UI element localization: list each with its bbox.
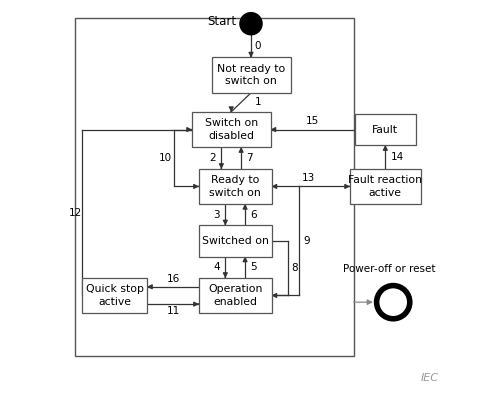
Text: 13: 13	[301, 173, 315, 183]
Text: 6: 6	[250, 210, 257, 220]
Text: 1: 1	[255, 97, 261, 107]
Text: Operation
enabled: Operation enabled	[207, 284, 262, 307]
FancyBboxPatch shape	[198, 278, 271, 313]
FancyBboxPatch shape	[198, 169, 271, 204]
Text: 11: 11	[166, 306, 179, 316]
Text: Switched on: Switched on	[201, 236, 268, 246]
Text: 4: 4	[213, 262, 219, 272]
Text: 15: 15	[306, 116, 319, 126]
Text: 2: 2	[209, 153, 215, 163]
Text: 10: 10	[158, 153, 171, 163]
FancyBboxPatch shape	[82, 278, 147, 313]
Text: Start: Start	[206, 15, 235, 28]
Text: Fault reaction
active: Fault reaction active	[348, 175, 421, 198]
Text: IEC: IEC	[420, 373, 438, 383]
Text: 7: 7	[246, 153, 253, 163]
Text: 8: 8	[291, 263, 298, 273]
Text: Power-off or reset: Power-off or reset	[342, 264, 435, 274]
Text: 12: 12	[69, 207, 82, 218]
Text: 14: 14	[390, 152, 403, 162]
Text: 9: 9	[303, 236, 309, 246]
Text: 16: 16	[166, 274, 179, 284]
Text: Switch on
disabled: Switch on disabled	[204, 118, 258, 141]
Text: Fault: Fault	[372, 124, 397, 135]
Text: 5: 5	[250, 262, 257, 272]
Circle shape	[239, 13, 262, 35]
Text: Ready to
switch on: Ready to switch on	[209, 175, 261, 198]
FancyBboxPatch shape	[198, 225, 271, 257]
Text: 3: 3	[213, 210, 219, 220]
Text: Not ready to
switch on: Not ready to switch on	[216, 64, 285, 87]
Text: Quick stop
active: Quick stop active	[86, 284, 143, 307]
FancyBboxPatch shape	[211, 57, 290, 93]
FancyBboxPatch shape	[349, 169, 420, 204]
FancyBboxPatch shape	[354, 114, 415, 145]
FancyBboxPatch shape	[191, 112, 270, 147]
Text: 0: 0	[255, 41, 261, 51]
